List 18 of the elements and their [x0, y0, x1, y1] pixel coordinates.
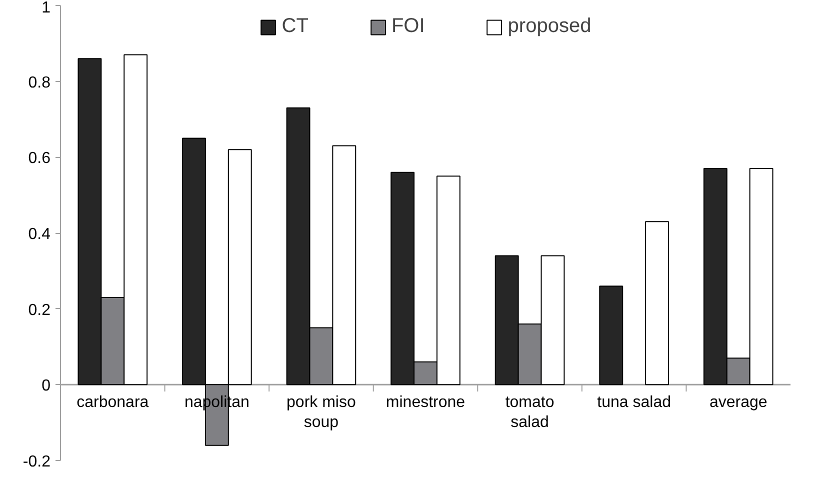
y-tick-label: 0	[42, 378, 51, 395]
x-tick-label: average	[709, 394, 768, 411]
y-tick-label: -0.2	[22, 454, 51, 470]
y-tick-label: 0.6	[28, 150, 51, 168]
y-tick-label: 0.2	[28, 302, 51, 319]
legend-label: CT	[282, 15, 308, 38]
bar	[645, 221, 669, 386]
x-tick-label: carbonara	[76, 394, 149, 411]
legend-label: FOI	[391, 15, 425, 38]
x-tick-label: pork miso soup	[286, 394, 356, 431]
legend-label: proposed	[508, 15, 592, 38]
x-tick-label: tomato salad	[505, 394, 554, 431]
bar	[599, 286, 624, 386]
y-tick-label: 0.8	[28, 74, 51, 92]
x-tick-label: minestrone	[386, 394, 466, 411]
y-tick-label: 0.4	[28, 226, 51, 243]
y-tick-label: 1	[42, 0, 51, 16]
x-tick-label: tuna salad	[597, 394, 671, 411]
